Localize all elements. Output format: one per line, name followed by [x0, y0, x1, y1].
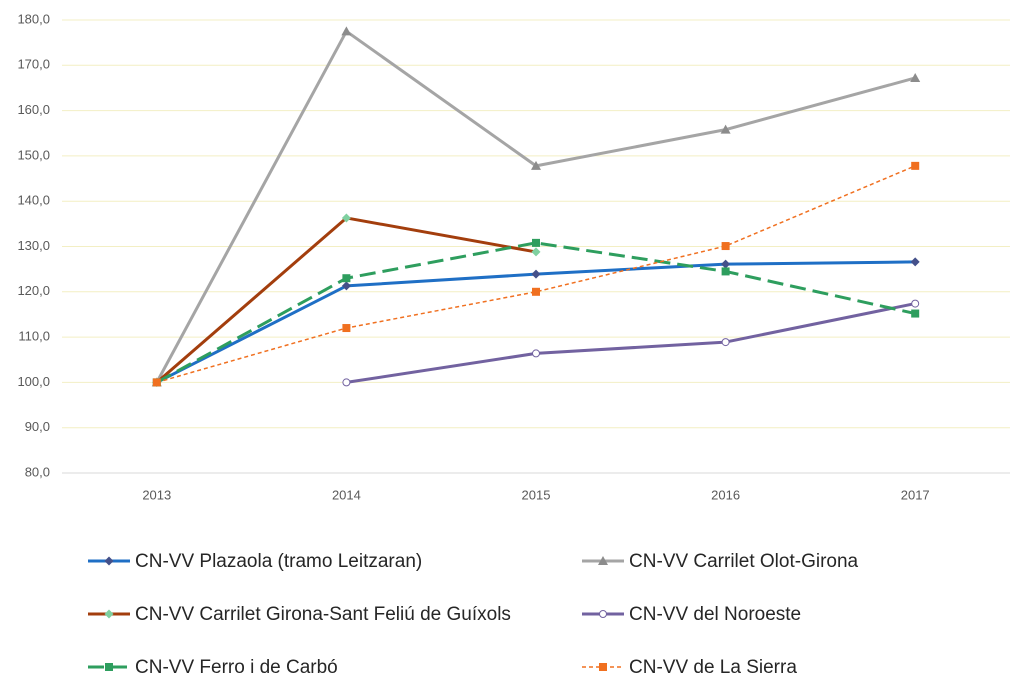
marker [341, 213, 351, 223]
legend-label: CN-VV del Noroeste [629, 604, 801, 625]
y-tick-label: 100,0 [17, 374, 50, 389]
legend-marker [104, 556, 114, 566]
y-tick-label: 140,0 [17, 193, 50, 208]
marker [531, 247, 541, 257]
x-tick-label: 2013 [142, 487, 171, 502]
marker [721, 267, 730, 276]
y-tick-label: 110,0 [18, 329, 50, 344]
marker [721, 242, 730, 251]
marker [532, 349, 540, 358]
series-line [155, 216, 537, 384]
legend-label: CN-VV Plazaola (tramo Leitzaran) [135, 551, 422, 572]
marker [911, 309, 920, 318]
marker [152, 378, 161, 387]
x-tick-label: 2015 [522, 487, 551, 502]
y-tick-label: 80,0 [25, 464, 50, 479]
x-tick-label: 2016 [711, 487, 740, 502]
marker [911, 161, 920, 170]
x-tick-label: 2014 [332, 487, 361, 502]
y-tick-label: 130,0 [17, 238, 50, 253]
legend-label: CN-VV Carrilet Olot-Girona [629, 551, 859, 572]
series-line [156, 241, 916, 384]
legend-marker [599, 663, 607, 671]
marker [911, 299, 920, 308]
series-line [346, 302, 916, 384]
y-tick-label: 120,0 [17, 283, 50, 298]
marker [532, 287, 540, 296]
marker [531, 269, 541, 279]
y-tick-label: 180,0 [17, 11, 50, 26]
x-tick-label: 2017 [901, 487, 930, 502]
y-tick-label: 170,0 [17, 57, 50, 72]
marker [342, 324, 351, 333]
marker [720, 124, 731, 134]
y-tick-label: 150,0 [17, 147, 50, 162]
legend-marker [105, 663, 113, 671]
marker [721, 259, 731, 269]
marker [341, 281, 351, 291]
marker [910, 257, 920, 267]
y-tick-label: 90,0 [25, 419, 50, 434]
marker [341, 26, 352, 36]
marker [721, 338, 730, 347]
legend-marker [599, 610, 607, 618]
series-line [156, 165, 916, 384]
marker [910, 72, 921, 82]
marker [531, 160, 541, 170]
legend-label: CN-VV Ferro i de Carbó [135, 657, 338, 675]
legend-label: CN-VV Carrilet Girona-Sant Feliú de Guíx… [135, 604, 511, 625]
series-line [155, 29, 916, 384]
legend-label: CN-VV de La Sierra [629, 657, 797, 675]
marker [342, 378, 351, 387]
marker [532, 238, 540, 247]
marker [342, 274, 351, 283]
legend-marker [104, 609, 114, 619]
legend-marker [598, 556, 608, 565]
series-line [156, 260, 916, 384]
y-tick-label: 160,0 [17, 102, 50, 117]
